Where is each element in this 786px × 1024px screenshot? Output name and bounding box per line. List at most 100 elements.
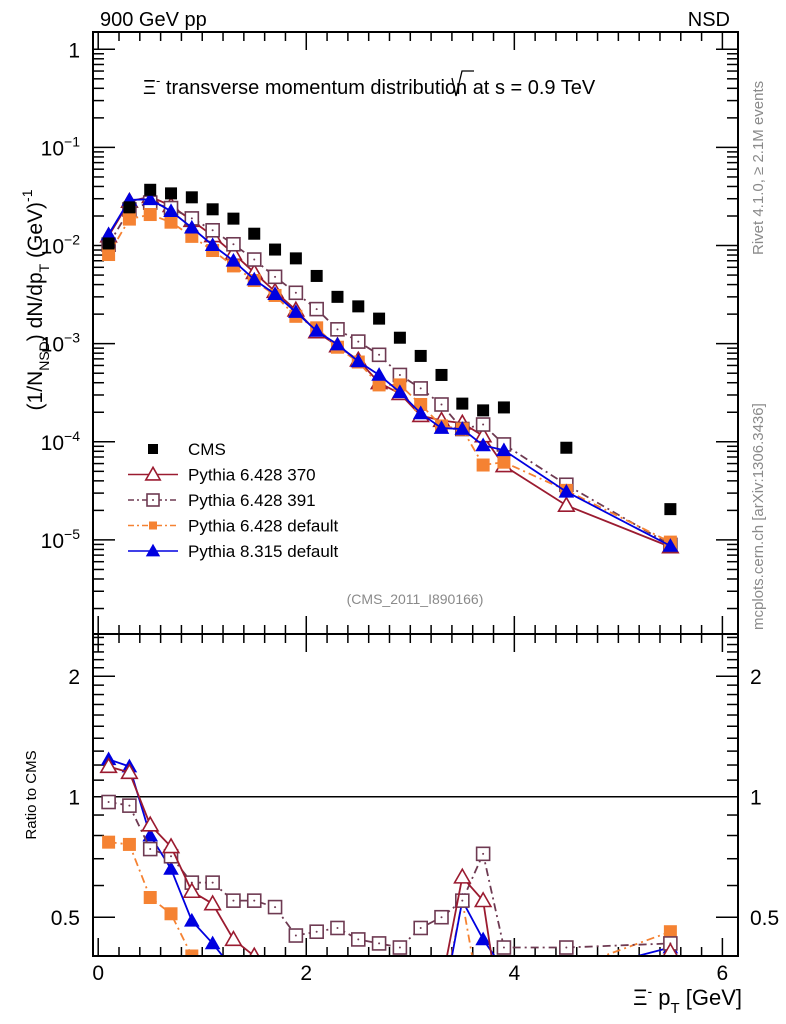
ratio-data-point-dot: [170, 855, 173, 858]
ratio-data-point: [164, 907, 178, 921]
data-point: [557, 495, 576, 513]
legend-label: Pythia 6.428 370: [188, 466, 316, 485]
data-point: [476, 458, 490, 472]
data-point: [350, 353, 367, 368]
ratio-data-point: [185, 949, 199, 955]
ratio-data-point: [269, 978, 282, 991]
ratio-series-layer: [99, 751, 679, 1024]
legend-marker-dot: [152, 499, 154, 501]
ratio-series-pythia-6-428-default: [102, 835, 677, 1024]
data-point: [475, 437, 491, 452]
ratio-y-tick-label: 2: [68, 666, 80, 689]
ratio-data-point: [226, 962, 242, 976]
ratio-data-point: [330, 987, 346, 1001]
series-line: [107, 213, 671, 543]
data-point-dot: [482, 423, 485, 426]
ratio-data-point: [99, 757, 118, 774]
data-point-dot: [378, 353, 381, 356]
data-point-dot: [419, 387, 422, 390]
data-point-dot: [211, 229, 214, 232]
ratio-series-line: [108, 765, 671, 955]
ratio-data-point: [310, 1000, 323, 1013]
data-point: [372, 378, 386, 392]
ratio-data-point: [206, 958, 219, 971]
data-point: [497, 455, 511, 469]
data-point: [267, 286, 283, 300]
data-point: [225, 252, 242, 267]
ratio-data-point: [142, 827, 159, 842]
ratio-data-point: [288, 998, 304, 1012]
ratio-data-point-dot: [211, 881, 214, 884]
data-point: [269, 243, 282, 256]
ratio-data-point: [435, 1000, 448, 1013]
data-point: [308, 323, 325, 337]
analysis-tag: (CMS_2011_I890166): [347, 591, 484, 607]
data-point-dot: [274, 275, 277, 278]
legend-label: Pythia 6.428 default: [188, 517, 339, 536]
x-tick-label: 4: [508, 962, 520, 985]
main-axis-ticks: [93, 32, 738, 634]
ratio-plot-frame: [92, 633, 739, 957]
ratio-data-point: [227, 983, 240, 996]
ratio-axis-ticks: [93, 634, 738, 957]
data-point: [560, 441, 573, 454]
ratio-data-point-dot: [149, 848, 152, 851]
data-point: [227, 212, 240, 225]
data-point: [392, 384, 408, 399]
legend-label: CMS: [188, 440, 226, 459]
main-y-tick-labels: 1 10−1 10−2 10−3 10−4 10−5: [41, 39, 81, 553]
ratio-data-point: [477, 1012, 490, 1024]
data-point: [412, 405, 429, 420]
data-point: [164, 215, 178, 229]
data-point: [184, 219, 200, 234]
data-point-dot: [190, 217, 193, 220]
ratio-data-point-dot: [274, 906, 277, 909]
ratio-data-point: [350, 1010, 366, 1024]
main-y-axis-label: (1/NNSD) dN/dpT (GeV)-1: [19, 189, 52, 410]
series-pythia-8-315-default: [100, 191, 679, 552]
legend-label: Pythia 6.428 391: [188, 491, 316, 510]
data-point: [352, 300, 365, 313]
ratio-data-point: [453, 867, 472, 884]
data-point: [496, 442, 512, 457]
ratio-data-point: [309, 1010, 325, 1024]
x-tick-label: 6: [717, 962, 729, 985]
y-tick-label: 10−1: [41, 133, 81, 160]
ratio-series-pythia-6-428-370: [99, 757, 678, 1012]
mcplots-label: mcplots.cern.ch [arXiv:1306.3436]: [750, 403, 767, 630]
ratio-data-point: [203, 894, 222, 911]
ratio-data-point: [161, 837, 181, 854]
ratio-y-tick-label-right: 1: [750, 787, 762, 810]
ratio-data-point-dot: [565, 946, 568, 949]
data-point: [371, 367, 387, 381]
ratio-data-point: [473, 891, 493, 908]
data-point: [204, 237, 221, 251]
data-point: [433, 420, 450, 434]
ratio-data-point-dot: [482, 852, 485, 855]
rivet-version-label: Rivet 4.1.0, ≥ 2.1M events: [750, 81, 767, 255]
data-point: [310, 269, 323, 282]
ratio-series-line: [108, 758, 671, 955]
data-point: [664, 503, 677, 516]
series-cms: [102, 183, 677, 516]
ratio-data-point: [434, 1004, 450, 1018]
data-point: [185, 191, 198, 204]
ratio-series-line: [108, 841, 671, 955]
data-point-dot: [294, 291, 297, 294]
data-point: [122, 212, 136, 226]
ratio-data-point-dot: [253, 899, 256, 902]
data-point-dot: [357, 340, 360, 343]
ratio-data-point: [497, 1012, 510, 1024]
ratio-y-axis-label: Ratio to CMS: [23, 750, 40, 839]
ratio-data-point: [248, 983, 261, 996]
ratio-y-tick-label: 0.5: [51, 907, 80, 930]
ratio-data-point: [102, 835, 116, 849]
sqrt-symbol: [451, 70, 474, 97]
ratio-data-point-dot: [128, 804, 131, 807]
ratio-data-point-dot: [315, 930, 318, 933]
y-tick-label: 10−2: [41, 232, 81, 259]
data-point: [414, 397, 428, 411]
header-left: 900 GeV pp: [100, 9, 207, 31]
data-point: [662, 538, 679, 552]
ratio-data-point: [371, 1017, 387, 1024]
